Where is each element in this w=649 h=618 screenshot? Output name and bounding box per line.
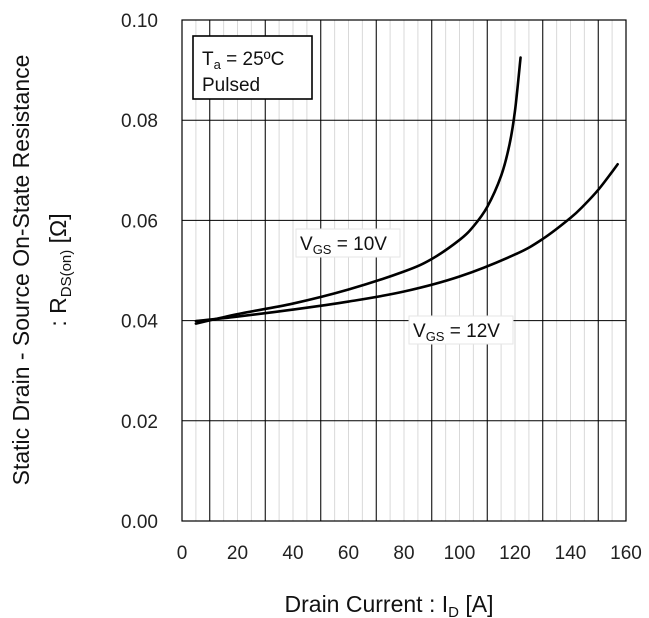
conditions-box: Ta = 25ºC Pulsed (192, 35, 313, 100)
series-line-1 (194, 162, 619, 323)
conditions-box-frame (192, 35, 313, 100)
series-line-0 (194, 56, 522, 325)
ta-sub: a (214, 57, 222, 72)
series-label-10v: VGS = 10V (295, 228, 401, 258)
conditions-mode: Pulsed (202, 75, 260, 96)
y-tick-label: 0.08 (121, 111, 158, 132)
x-tick-label: 160 (610, 543, 642, 564)
series-label-12v-text: VGS = 12V (413, 321, 500, 344)
series-10v-main: V (300, 234, 313, 255)
y-tick-labels: 0.00 0.02 0.04 0.06 0.08 0.10 (121, 11, 158, 533)
y-tick-label: 0.06 (121, 211, 158, 232)
major-gridlines (182, 20, 626, 521)
y-axis-title-line2-main: : R (45, 297, 71, 326)
series-10v-sub: GS (313, 242, 332, 257)
y-tick-label: 0.02 (121, 412, 158, 433)
series-12v-rest: = 12V (444, 321, 500, 342)
series-12v-main: V (413, 321, 426, 342)
x-tick-label: 120 (499, 543, 531, 564)
x-tick-label: 40 (282, 543, 303, 564)
plot-frame (181, 19, 627, 522)
x-axis-title-unit: [A] (459, 591, 494, 617)
y-tick-label: 0.04 (121, 312, 158, 333)
series-label-10v-text: VGS = 10V (300, 234, 387, 257)
x-tick-label: 0 (177, 543, 188, 564)
y-axis-title-line2: : RDS(on) [Ω] (45, 213, 75, 326)
ta-rest: = 25ºC (221, 49, 284, 70)
ta-main: T (202, 49, 214, 70)
series-label-12v: VGS = 12V (408, 315, 514, 345)
x-tick-label: 80 (393, 543, 414, 564)
x-tick-label: 20 (227, 543, 248, 564)
series-label-12v-box (408, 315, 514, 345)
series-lines (194, 56, 619, 325)
x-tick-label: 140 (555, 543, 587, 564)
x-axis-title-main: Drain Current : I (285, 591, 449, 617)
x-axis-title-sub: D (448, 604, 459, 618)
y-tick-label: 0.10 (121, 11, 158, 32)
conditions-temperature: Ta = 25ºC (202, 49, 284, 72)
series-10v-rest: = 10V (331, 234, 387, 255)
x-tick-labels: 0 20 40 60 80 100 120 140 160 (177, 543, 642, 564)
y-tick-label: 0.00 (121, 512, 158, 533)
x-axis-title: Drain Current : ID [A] (285, 591, 494, 618)
series-label-10v-box (295, 228, 401, 258)
series-12v-sub: GS (426, 329, 445, 344)
x-tick-label: 60 (338, 543, 359, 564)
y-axis-title-line2-sub: DS(on) (58, 250, 75, 298)
y-axis-title-line1: Static Drain - Source On-State Resistanc… (8, 55, 34, 486)
y-axis-title-line2-unit: [Ω] (45, 213, 71, 249)
x-tick-label: 100 (444, 543, 476, 564)
